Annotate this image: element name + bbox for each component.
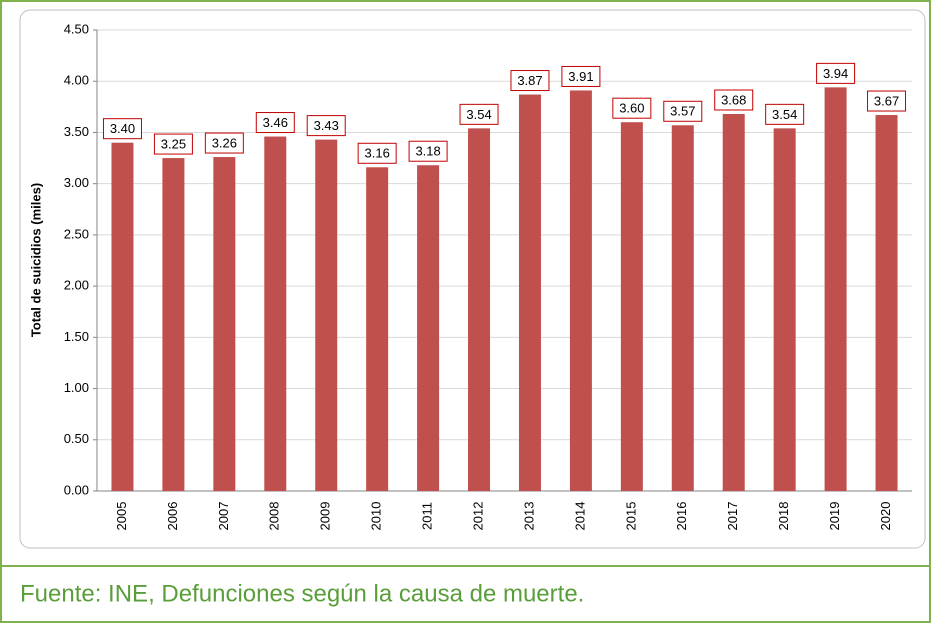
y-tick-label: 2.50 — [64, 226, 89, 241]
value-label-box — [306, 115, 346, 137]
y-tick-label: 0.00 — [64, 482, 89, 497]
bar — [569, 90, 592, 491]
value-label: 3.67 — [874, 93, 899, 108]
value-label: 3.54 — [466, 107, 491, 122]
value-label: 3.40 — [110, 121, 135, 136]
value-label-box — [204, 132, 244, 154]
bar — [213, 157, 236, 491]
x-tick-label: 2014 — [572, 502, 587, 531]
y-tick-label: 1.50 — [64, 329, 89, 344]
value-label-box — [714, 89, 754, 111]
value-label-box — [612, 97, 652, 119]
bar — [468, 128, 491, 491]
value-label-box — [459, 103, 499, 125]
x-tick-label: 2010 — [369, 502, 384, 531]
bar — [417, 165, 440, 491]
y-tick-label: 1.00 — [64, 380, 89, 395]
value-label: 3.25 — [161, 136, 186, 151]
bar — [366, 167, 389, 491]
value-label-box — [765, 103, 805, 125]
bar — [722, 114, 745, 491]
value-label: 3.16 — [365, 146, 390, 161]
x-tick-label: 2013 — [521, 502, 536, 531]
bar — [620, 122, 643, 491]
value-label-box — [816, 62, 856, 84]
y-axis-title: Total de suicidios (miles) — [28, 183, 43, 337]
value-label: 3.68 — [721, 92, 746, 107]
x-tick-label: 2019 — [827, 502, 842, 531]
value-label: 3.60 — [619, 101, 644, 116]
x-tick-label: 2011 — [420, 502, 435, 530]
y-tick-label: 3.00 — [64, 175, 89, 190]
value-label: 3.43 — [314, 118, 339, 133]
value-label-box — [663, 100, 703, 122]
bar — [315, 139, 338, 492]
y-tick-label: 4.00 — [64, 73, 89, 88]
x-tick-label: 2015 — [623, 502, 638, 531]
y-tick-label: 3.50 — [64, 124, 89, 139]
x-tick-label: 2008 — [267, 502, 282, 531]
value-label-box — [357, 142, 397, 164]
value-label-box — [510, 70, 550, 92]
value-label-box — [561, 65, 601, 87]
value-label: 3.54 — [772, 107, 797, 122]
x-tick-label: 2018 — [776, 502, 791, 531]
bar — [111, 142, 134, 491]
bar — [162, 158, 185, 492]
bar — [518, 94, 541, 491]
y-tick-label: 0.50 — [64, 431, 89, 446]
value-label-box — [867, 90, 907, 112]
source-note: Fuente: INE, Defunciones según la causa … — [20, 580, 584, 607]
value-label-box — [255, 112, 295, 134]
value-label-box — [102, 118, 142, 140]
bar — [824, 87, 847, 491]
value-label: 3.57 — [670, 104, 695, 119]
x-tick-label: 2006 — [165, 502, 180, 531]
value-label: 3.18 — [415, 144, 440, 159]
value-label: 3.91 — [568, 69, 593, 84]
value-label-box — [153, 133, 193, 155]
x-tick-label: 2012 — [470, 502, 485, 531]
value-label: 3.46 — [263, 115, 288, 130]
x-tick-label: 2009 — [318, 502, 333, 531]
y-tick-label: 4.50 — [64, 21, 89, 36]
value-label: 3.87 — [517, 73, 542, 88]
value-label-box — [408, 140, 448, 162]
bar — [773, 128, 796, 491]
x-tick-label: 2005 — [114, 502, 129, 531]
y-tick-label: 2.00 — [64, 278, 89, 293]
bar — [264, 136, 287, 491]
x-tick-label: 2007 — [216, 502, 231, 531]
x-tick-label: 2017 — [725, 502, 740, 531]
value-label: 3.26 — [212, 135, 237, 150]
x-tick-label: 2016 — [674, 502, 689, 531]
bar — [875, 115, 898, 491]
bar — [671, 125, 694, 492]
x-tick-label: 2020 — [878, 502, 893, 531]
value-label: 3.94 — [823, 66, 848, 81]
